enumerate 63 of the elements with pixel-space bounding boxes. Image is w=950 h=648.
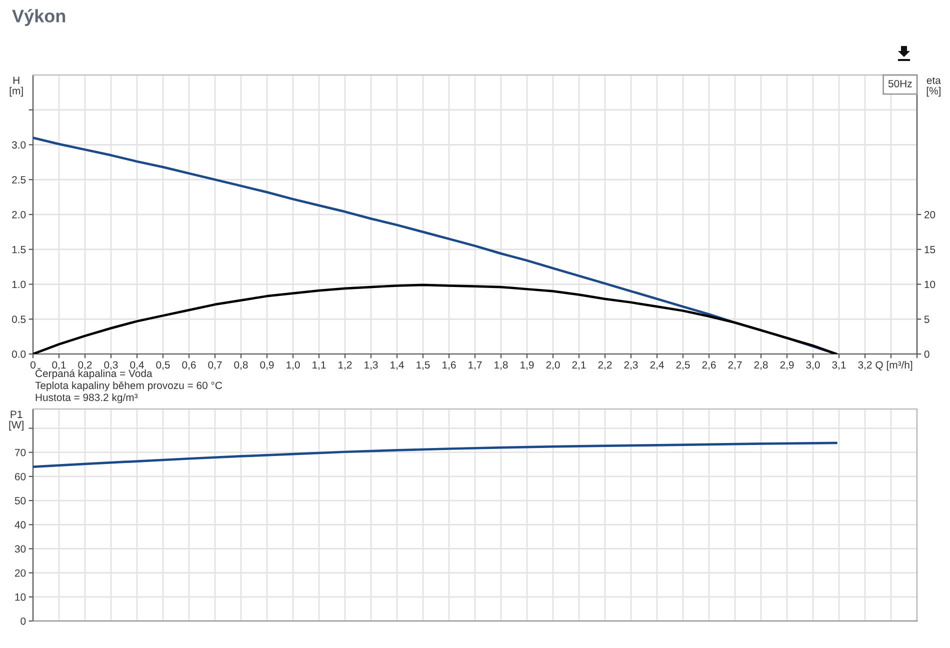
y2-tick-label: 20 <box>924 211 936 218</box>
y-tick-label: 20 <box>14 569 26 577</box>
y-tick-label: 0.5 <box>12 316 26 323</box>
x-tick-label: 2,7 <box>728 361 742 370</box>
x-tick-label: 2,4 <box>650 361 664 370</box>
y-tick-label: 40 <box>14 521 26 529</box>
y-tick-label: 1.5 <box>12 246 26 254</box>
y2-axis-title: eta [%] <box>926 77 941 97</box>
y-axis-title: P1 [W] <box>9 410 24 431</box>
x-tick-label: 2,2 <box>598 361 612 370</box>
text: Teplota kapaliny během provozu = 60 °C <box>35 381 222 392</box>
line-series <box>33 442 838 468</box>
x-tick-label: 1,5 <box>416 361 430 370</box>
x-tick-label: 3,1 <box>832 361 846 370</box>
x-tick-label: 1,6 <box>442 361 456 370</box>
x-tick-label: 1,0 <box>286 361 300 370</box>
y2-tick-label: 0 <box>924 350 930 358</box>
y2-tick-label: 15 <box>924 246 936 254</box>
x-tick-label: 2,5 <box>676 361 690 370</box>
x-tick-label: 2,6 <box>702 361 716 370</box>
x-tick-label: 2,0 <box>546 361 560 370</box>
y-tick-label: 2.0 <box>12 211 26 218</box>
x-tick-label: 2,3 <box>624 361 638 370</box>
x-tick-label: 0,2 <box>78 361 92 370</box>
x-tick-label: 1,7 <box>468 361 482 370</box>
x-tick-label: 0,6 <box>182 361 196 370</box>
x-tick-label: 0,5 <box>156 361 170 370</box>
x-tick-label: 0,3 <box>104 361 118 370</box>
x-tick-label: 0,8 <box>234 361 248 370</box>
y-tick-label: 1.0 <box>12 280 26 288</box>
x-tick-label: 0,7 <box>208 361 222 370</box>
x-tick-label: 1,8 <box>494 361 508 370</box>
x-tick-label: 2,8 <box>754 361 768 370</box>
y-tick-label: 10 <box>15 593 26 601</box>
x-tick-label: 1,1 <box>312 361 326 370</box>
y-tick-label: 0.0 <box>12 350 26 358</box>
text: Hustota = 983.2 kg/m³ <box>36 393 138 404</box>
y-axis-title: H [m] <box>10 76 23 97</box>
y-tick-label: 70 <box>15 448 26 456</box>
legend-title: 50Hz <box>888 80 912 88</box>
x-tick-label: 0,9 <box>260 361 274 370</box>
x-tick-label: 1,2 <box>338 361 352 370</box>
x-tick-label: 2,1 <box>572 361 586 370</box>
y-tick-label: 30 <box>14 545 26 553</box>
x-tick-label: 1,3 <box>364 361 378 370</box>
x-tick-label: 1,4 <box>390 361 404 370</box>
y-tick-label: 3.0 <box>12 141 26 149</box>
x-tick-label: 2,9 <box>780 361 794 370</box>
x-tick-label: 0 <box>30 361 36 369</box>
y-tick-label: 50 <box>14 497 26 504</box>
x-tick-label: 0,1 <box>52 361 66 370</box>
chart-title: Výkon <box>12 9 66 26</box>
x-axis-title: Q [m³/h] <box>876 360 912 371</box>
y-tick-label: 2.5 <box>12 176 26 184</box>
line-series <box>33 284 838 354</box>
x-tick-label: 3,2 <box>858 361 872 370</box>
y2-tick-label: 5 <box>924 316 930 323</box>
y-tick-label: 0 <box>20 618 26 625</box>
y-tick-label: 60 <box>15 472 26 480</box>
x-tick-label: 1,9 <box>520 361 534 370</box>
x-tick-label: 3,0 <box>806 361 820 370</box>
y2-tick-label: 10 <box>924 280 936 288</box>
x-tick-label: 0,4 <box>130 361 144 370</box>
